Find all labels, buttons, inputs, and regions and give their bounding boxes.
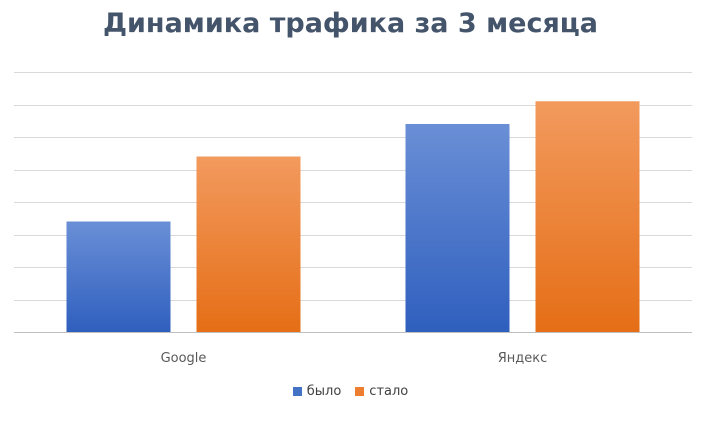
bar-стало-Яндекс bbox=[535, 101, 640, 332]
bar-стало-Google bbox=[196, 156, 301, 332]
legend: было стало bbox=[0, 384, 701, 399]
bar-было-Яндекс bbox=[405, 124, 510, 332]
x-tick-label: Яндекс bbox=[498, 351, 548, 366]
bar-было-Google bbox=[66, 221, 171, 332]
x-axis-labels: Google Яндекс bbox=[161, 351, 548, 366]
legend-item: было bbox=[292, 384, 342, 399]
bars bbox=[66, 101, 640, 332]
legend-label: стало bbox=[369, 384, 409, 399]
legend-swatch bbox=[292, 387, 302, 396]
chart-title: Динамика трафика за 3 месяца bbox=[102, 8, 599, 39]
x-tick-label: Google bbox=[161, 351, 207, 366]
legend-item: стало bbox=[355, 384, 408, 399]
legend-swatch bbox=[355, 387, 365, 396]
legend-label: было bbox=[306, 384, 342, 399]
